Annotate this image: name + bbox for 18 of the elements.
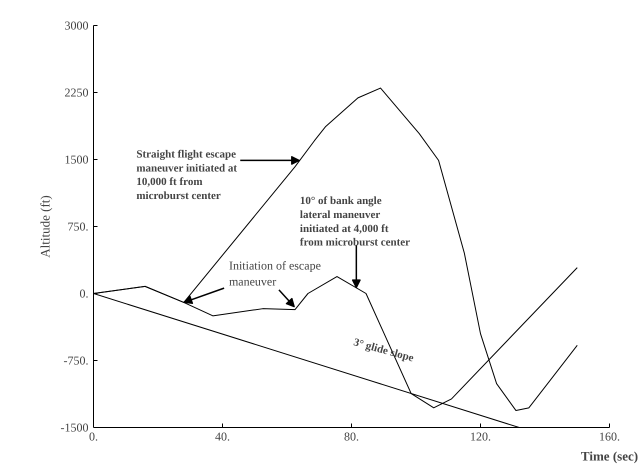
y-axis-title: Altitude (ft) [38,195,53,258]
x-tick-label: 160. [599,430,620,444]
annotation: Initiation of escape maneuver [228,258,321,289]
annotation: Straight flight escape maneuver initiated at 10,000 ft from microburst center [136,148,238,202]
x-tick-label: 80. [344,430,359,444]
annotation: 3° glide slope [352,336,416,364]
x-tick-label: 120. [470,430,491,444]
y-tick-label: 1500 [64,152,88,166]
y-tick-label: 0. [80,286,88,300]
x-axis-title: Time (sec) [580,448,638,464]
y-tick-label: 3000 [64,18,88,32]
y-tick-label: 750. [68,220,88,234]
y-tick-label: -1500 [60,420,89,434]
y-tick-label: 2250 [64,86,88,100]
x-tick-label: 0. [89,430,98,444]
y-tick-label: -750. [64,354,89,368]
annotation: 10° of bank angle lateral maneuver initiated at 4,000 ft from microburst center [300,195,410,249]
x-tick-label: 40. [215,430,230,444]
